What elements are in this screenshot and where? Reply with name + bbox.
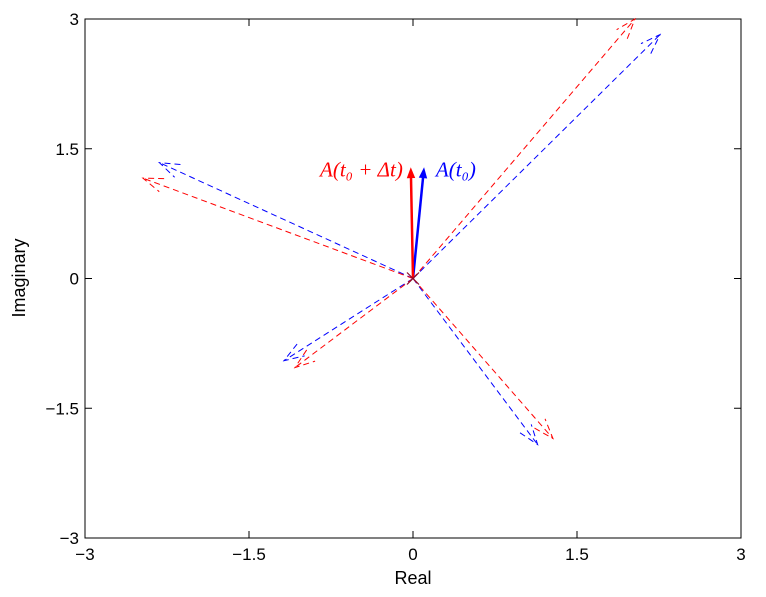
y-tick-label: −3 [60,529,79,548]
dashed-vector-arrow [141,177,414,279]
origin-marker [406,272,420,285]
x-tick-label: 3 [736,545,745,564]
origin-x-mark [406,272,420,285]
y-tick-label: 3 [70,10,79,29]
dashed-vector-arrow [412,278,554,440]
x-tick-label: 1.5 [565,545,589,564]
dashed-vector-arrow [412,278,539,446]
dashed-vector-arrow [157,161,414,279]
y-tick-label: −1.5 [45,399,79,418]
series-label-a-t0-dt: A(t₀ + Δt) [318,158,403,182]
x-tick-label: −3 [75,545,94,564]
x-tick-label: 0 [408,545,417,564]
y-tick-label: 0 [70,270,79,289]
y-tick-label: 1.5 [55,140,79,159]
dashed-vector-arrow [282,278,414,362]
solid-vector-arrow [406,167,416,279]
dashed-vector-arrow [293,278,414,369]
x-axis-title: Real [394,568,431,588]
y-axis-title: Imaginary [9,238,29,317]
dashed-vector-arrow [412,33,662,279]
x-tick-label: −1.5 [232,545,266,564]
axis-tick-labels: −3 −1.5 0 1.5 3 −3 −1.5 0 1.5 3 [45,10,745,564]
solid-vector-arrow [411,167,428,279]
axis-ticks [84,18,742,539]
series-labels: A(t₀) A(t₀ + Δt) [318,158,476,182]
vector-arrows [141,17,662,446]
series-label-a-t0: A(t₀) [434,158,476,182]
dashed-vector-arrow [412,17,636,279]
